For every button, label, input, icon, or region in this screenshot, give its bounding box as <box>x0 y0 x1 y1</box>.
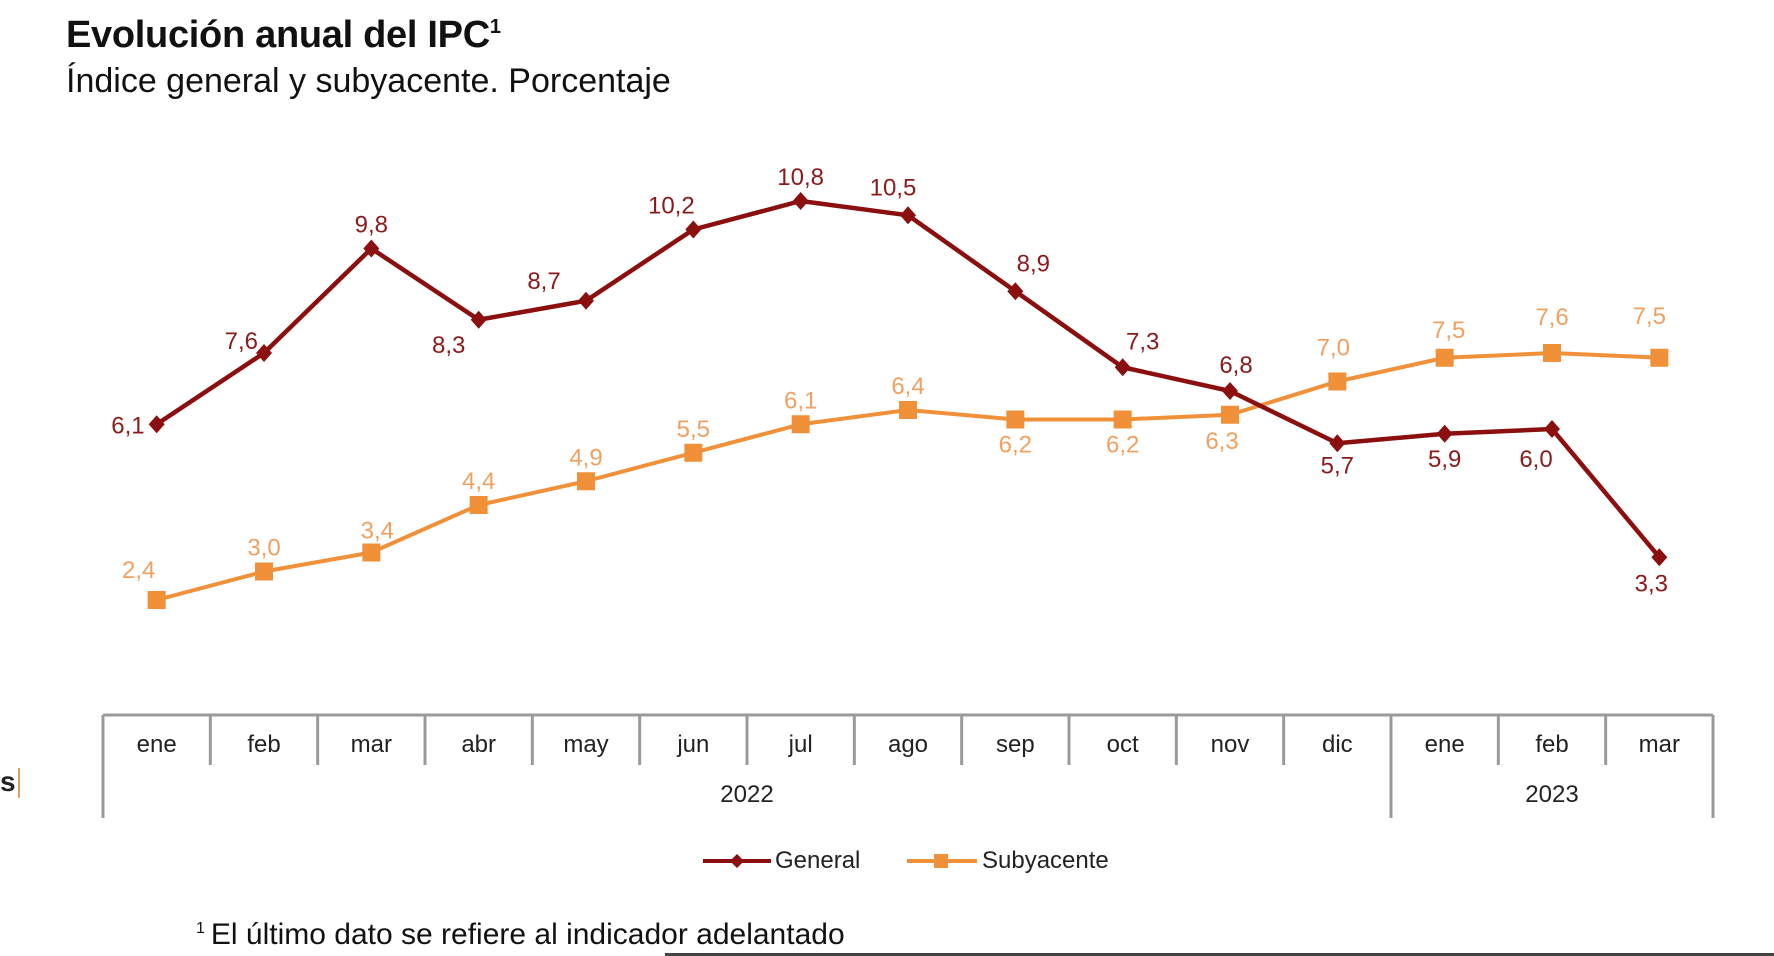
chart-subtitle: Índice general y subyacente. Porcentaje <box>66 62 671 100</box>
data-label: 8,9 <box>1017 250 1050 277</box>
data-label: 3,4 <box>361 518 394 545</box>
data-point-subyacente <box>1006 410 1025 429</box>
x-tick-label: mar <box>351 731 392 758</box>
data-point-subyacente <box>469 496 488 514</box>
x-tick-label: ene <box>1425 731 1465 758</box>
data-label: 8,7 <box>527 268 560 295</box>
data-label: 6,0 <box>1519 446 1552 473</box>
data-point-general <box>685 220 702 239</box>
data-point-subyacente <box>1435 348 1454 367</box>
x-tick-label: dic <box>1322 731 1353 758</box>
legend-label-subyacente: Subyacente <box>982 847 1109 874</box>
data-point-subyacente <box>1543 344 1561 362</box>
data-label: 6,4 <box>891 373 924 400</box>
data-label: 9,8 <box>355 212 388 239</box>
data-label: 6,8 <box>1219 352 1252 379</box>
data-label: 7,6 <box>1535 304 1568 331</box>
data-point-general <box>578 291 594 310</box>
data-label: 4,4 <box>462 468 495 495</box>
data-point-subyacente <box>1113 410 1132 429</box>
data-label: 5,7 <box>1321 452 1354 479</box>
data-label: 5,9 <box>1428 446 1461 473</box>
data-label: 6,2 <box>999 432 1032 459</box>
x-tick-label: feb <box>247 731 280 758</box>
data-label: 3,0 <box>247 535 280 562</box>
data-label: 7,3 <box>1126 328 1159 355</box>
data-point-subyacente <box>147 591 166 609</box>
x-tick-label: mar <box>1639 731 1680 758</box>
data-point-general <box>1651 548 1668 567</box>
bottom-divider <box>665 953 1774 956</box>
text-cursor <box>18 768 20 798</box>
series-layer <box>147 192 1669 609</box>
data-label: 10,8 <box>777 164 824 191</box>
data-point-subyacente <box>255 562 273 581</box>
data-label: 6,1 <box>784 387 817 414</box>
data-label: 7,0 <box>1317 335 1350 362</box>
x-tick-label: jul <box>788 731 813 758</box>
x-tick-label: abr <box>461 731 496 758</box>
data-label: 3,3 <box>1635 570 1668 597</box>
chart-title: Evolución anual del IPC1 <box>66 14 501 57</box>
data-point-general <box>1544 420 1560 438</box>
data-label: 7,5 <box>1633 303 1666 330</box>
data-label: 7,5 <box>1432 317 1465 344</box>
data-point-subyacente <box>791 415 810 434</box>
footnote: 1 El último dato se refiere al indicador … <box>196 918 845 952</box>
data-point-subyacente <box>1328 372 1347 391</box>
x-tick-label: ene <box>137 731 177 758</box>
data-point-general <box>792 192 809 210</box>
data-label: 7,6 <box>225 328 258 355</box>
data-point-general <box>470 310 487 329</box>
x-tick-label: feb <box>1535 731 1568 758</box>
cropped-text-fragment: s <box>0 766 16 797</box>
data-point-subyacente <box>577 472 595 491</box>
legend-swatch-general <box>703 854 771 868</box>
x-tick-label: oct <box>1107 731 1139 758</box>
data-point-general <box>1222 382 1238 400</box>
x-tick-label: may <box>563 731 608 758</box>
data-label: 6,2 <box>1106 432 1139 459</box>
data-point-general <box>1436 424 1453 443</box>
data-label: 6,3 <box>1205 428 1238 455</box>
data-point-subyacente <box>362 543 381 562</box>
data-point-subyacente <box>1650 348 1669 367</box>
data-label: 2,4 <box>122 557 155 584</box>
data-point-subyacente <box>1221 405 1239 424</box>
data-point-general <box>1329 434 1346 453</box>
legend-label-general: General <box>775 847 861 874</box>
x-tick-label: nov <box>1211 731 1250 758</box>
data-labels: 6,1 7,6 9,8 8,3 8,7 10,2 10,8 10,5 8,9 7,3 6,8 5,7 5… <box>111 164 1668 597</box>
data-point-general <box>900 206 916 225</box>
data-label: 8,3 <box>432 332 465 359</box>
data-point-general <box>256 344 272 362</box>
data-point-general <box>148 415 165 434</box>
data-point-subyacente <box>899 401 917 419</box>
chart-title-text: Evolución anual del IPC <box>66 14 490 56</box>
data-label: 10,2 <box>648 193 695 220</box>
data-label: 5,5 <box>677 416 710 443</box>
data-label: 4,9 <box>569 444 602 471</box>
x-tick-label: sep <box>996 731 1035 758</box>
x-tick-label: ago <box>888 731 928 758</box>
x-group-label: 2022 <box>720 781 773 808</box>
data-label: 10,5 <box>870 174 917 201</box>
x-axis: ene feb mar abr may jun jul ago sep oct nov dic ene f… <box>101 713 1715 818</box>
data-point-general <box>1007 282 1024 301</box>
data-point-general <box>1114 358 1131 377</box>
footnote-text: El último dato se refiere al indicador a… <box>210 918 845 951</box>
data-label: 6,1 <box>111 412 144 439</box>
footnote-marker: 1 <box>196 920 205 937</box>
data-point-general <box>363 239 380 258</box>
legend-swatch-subyacente <box>907 854 977 868</box>
x-tick-label: jun <box>676 731 709 758</box>
x-group-label: 2023 <box>1525 781 1578 808</box>
data-point-subyacente <box>684 443 703 462</box>
title-footnote-marker: 1 <box>489 16 501 38</box>
